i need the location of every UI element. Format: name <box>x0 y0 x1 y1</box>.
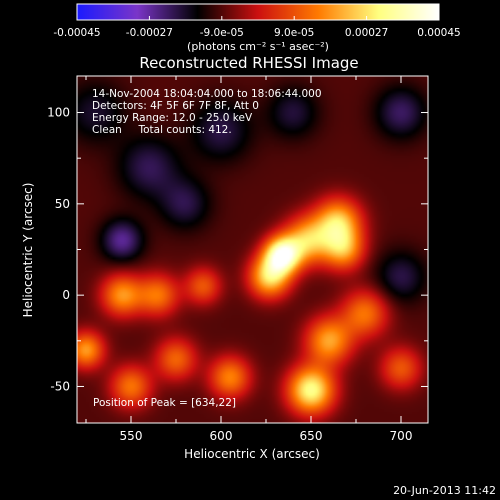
annotation-detectors: Detectors: 4F 5F 6F 7F 8F, Att 0 <box>92 100 259 112</box>
colorbar-tick-label: -0.00027 <box>126 27 173 39</box>
colorbar-tick-label: -0.00045 <box>53 27 100 39</box>
y-tick-label: 50 <box>55 197 70 211</box>
colorbar-tick-label: -9.0e-05 <box>200 27 244 39</box>
colorbar-tick-label: 0.00045 <box>417 27 460 39</box>
colorbar-tick-label: 9.0e-05 <box>274 27 314 39</box>
y-tick-label: 0 <box>62 288 70 302</box>
annotations: 14-Nov-2004 18:04:04.000 to 18:06:44.000… <box>92 88 322 409</box>
colorbar-unit-label: (photons cm⁻² s⁻¹ asec⁻²) <box>187 40 329 53</box>
annotation-energy-range: Energy Range: 12.0 - 25.0 keV <box>92 112 253 124</box>
axis-ticks: 550 600 650 700 -50 0 50 100 <box>47 76 428 443</box>
annotation-time-range: 14-Nov-2004 18:04:04.000 to 18:06:44.000 <box>92 88 322 100</box>
heatmap-image <box>77 76 428 423</box>
chart-title: Reconstructed RHESSI Image <box>139 54 358 72</box>
annotation-clean-counts: Clean Total counts: 412. <box>92 124 232 136</box>
colorbar-bar <box>76 3 440 21</box>
x-tick-label: 650 <box>300 429 323 443</box>
x-axis-label: Heliocentric X (arcsec) <box>184 447 320 461</box>
colorbar-tick-label: 0.00027 <box>345 27 388 39</box>
x-tick-label: 550 <box>120 429 143 443</box>
x-tick-label: 600 <box>210 429 233 443</box>
y-tick-label: -50 <box>50 379 70 393</box>
colorbar: -0.00045 -0.00027 -9.0e-05 9.0e-05 0.00027 0.… <box>53 3 461 53</box>
annotation-peak-position: Position of Peak = [634,22] <box>93 397 236 409</box>
plot-area: 550 600 650 700 -50 0 50 100 <box>47 75 429 443</box>
x-tick-label: 700 <box>390 429 413 443</box>
colorbar-ticks: -0.00045 -0.00027 -9.0e-05 9.0e-05 0.00027 0.… <box>53 16 461 39</box>
y-tick-label: 100 <box>47 106 70 120</box>
footer-date: 20-Jun-2013 11:42 <box>393 484 496 497</box>
y-axis-label: Heliocentric Y (arcsec) <box>21 183 35 318</box>
